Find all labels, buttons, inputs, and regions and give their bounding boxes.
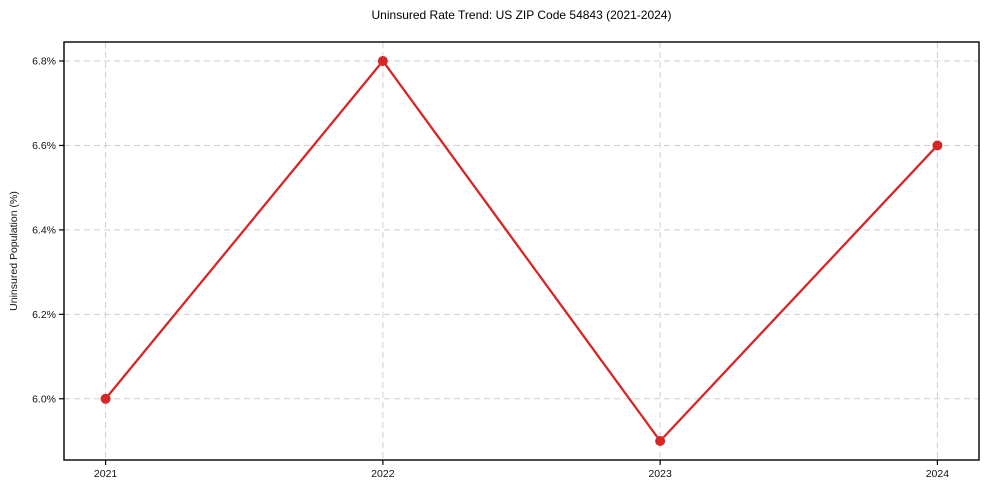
chart-title: Uninsured Rate Trend: US ZIP Code 54843 … <box>371 8 672 22</box>
y-tick-label: 6.6% <box>32 140 56 152</box>
data-point-marker <box>932 140 943 151</box>
data-point-marker <box>377 56 388 66</box>
y-tick-label: 6.8% <box>32 56 56 68</box>
data-point-marker <box>655 436 666 446</box>
data-point-marker <box>100 393 111 404</box>
x-tick-label: 2024 <box>926 468 950 480</box>
y-tick-label: 6.4% <box>32 224 56 236</box>
y-tick-label: 6.2% <box>32 309 56 321</box>
x-tick-label: 2022 <box>371 468 395 480</box>
plot-border <box>63 41 980 461</box>
trend-line <box>104 59 939 443</box>
x-tick-label: 2023 <box>648 468 672 480</box>
x-tick-label: 2021 <box>94 468 118 480</box>
y-tick-label: 6.0% <box>32 393 56 405</box>
